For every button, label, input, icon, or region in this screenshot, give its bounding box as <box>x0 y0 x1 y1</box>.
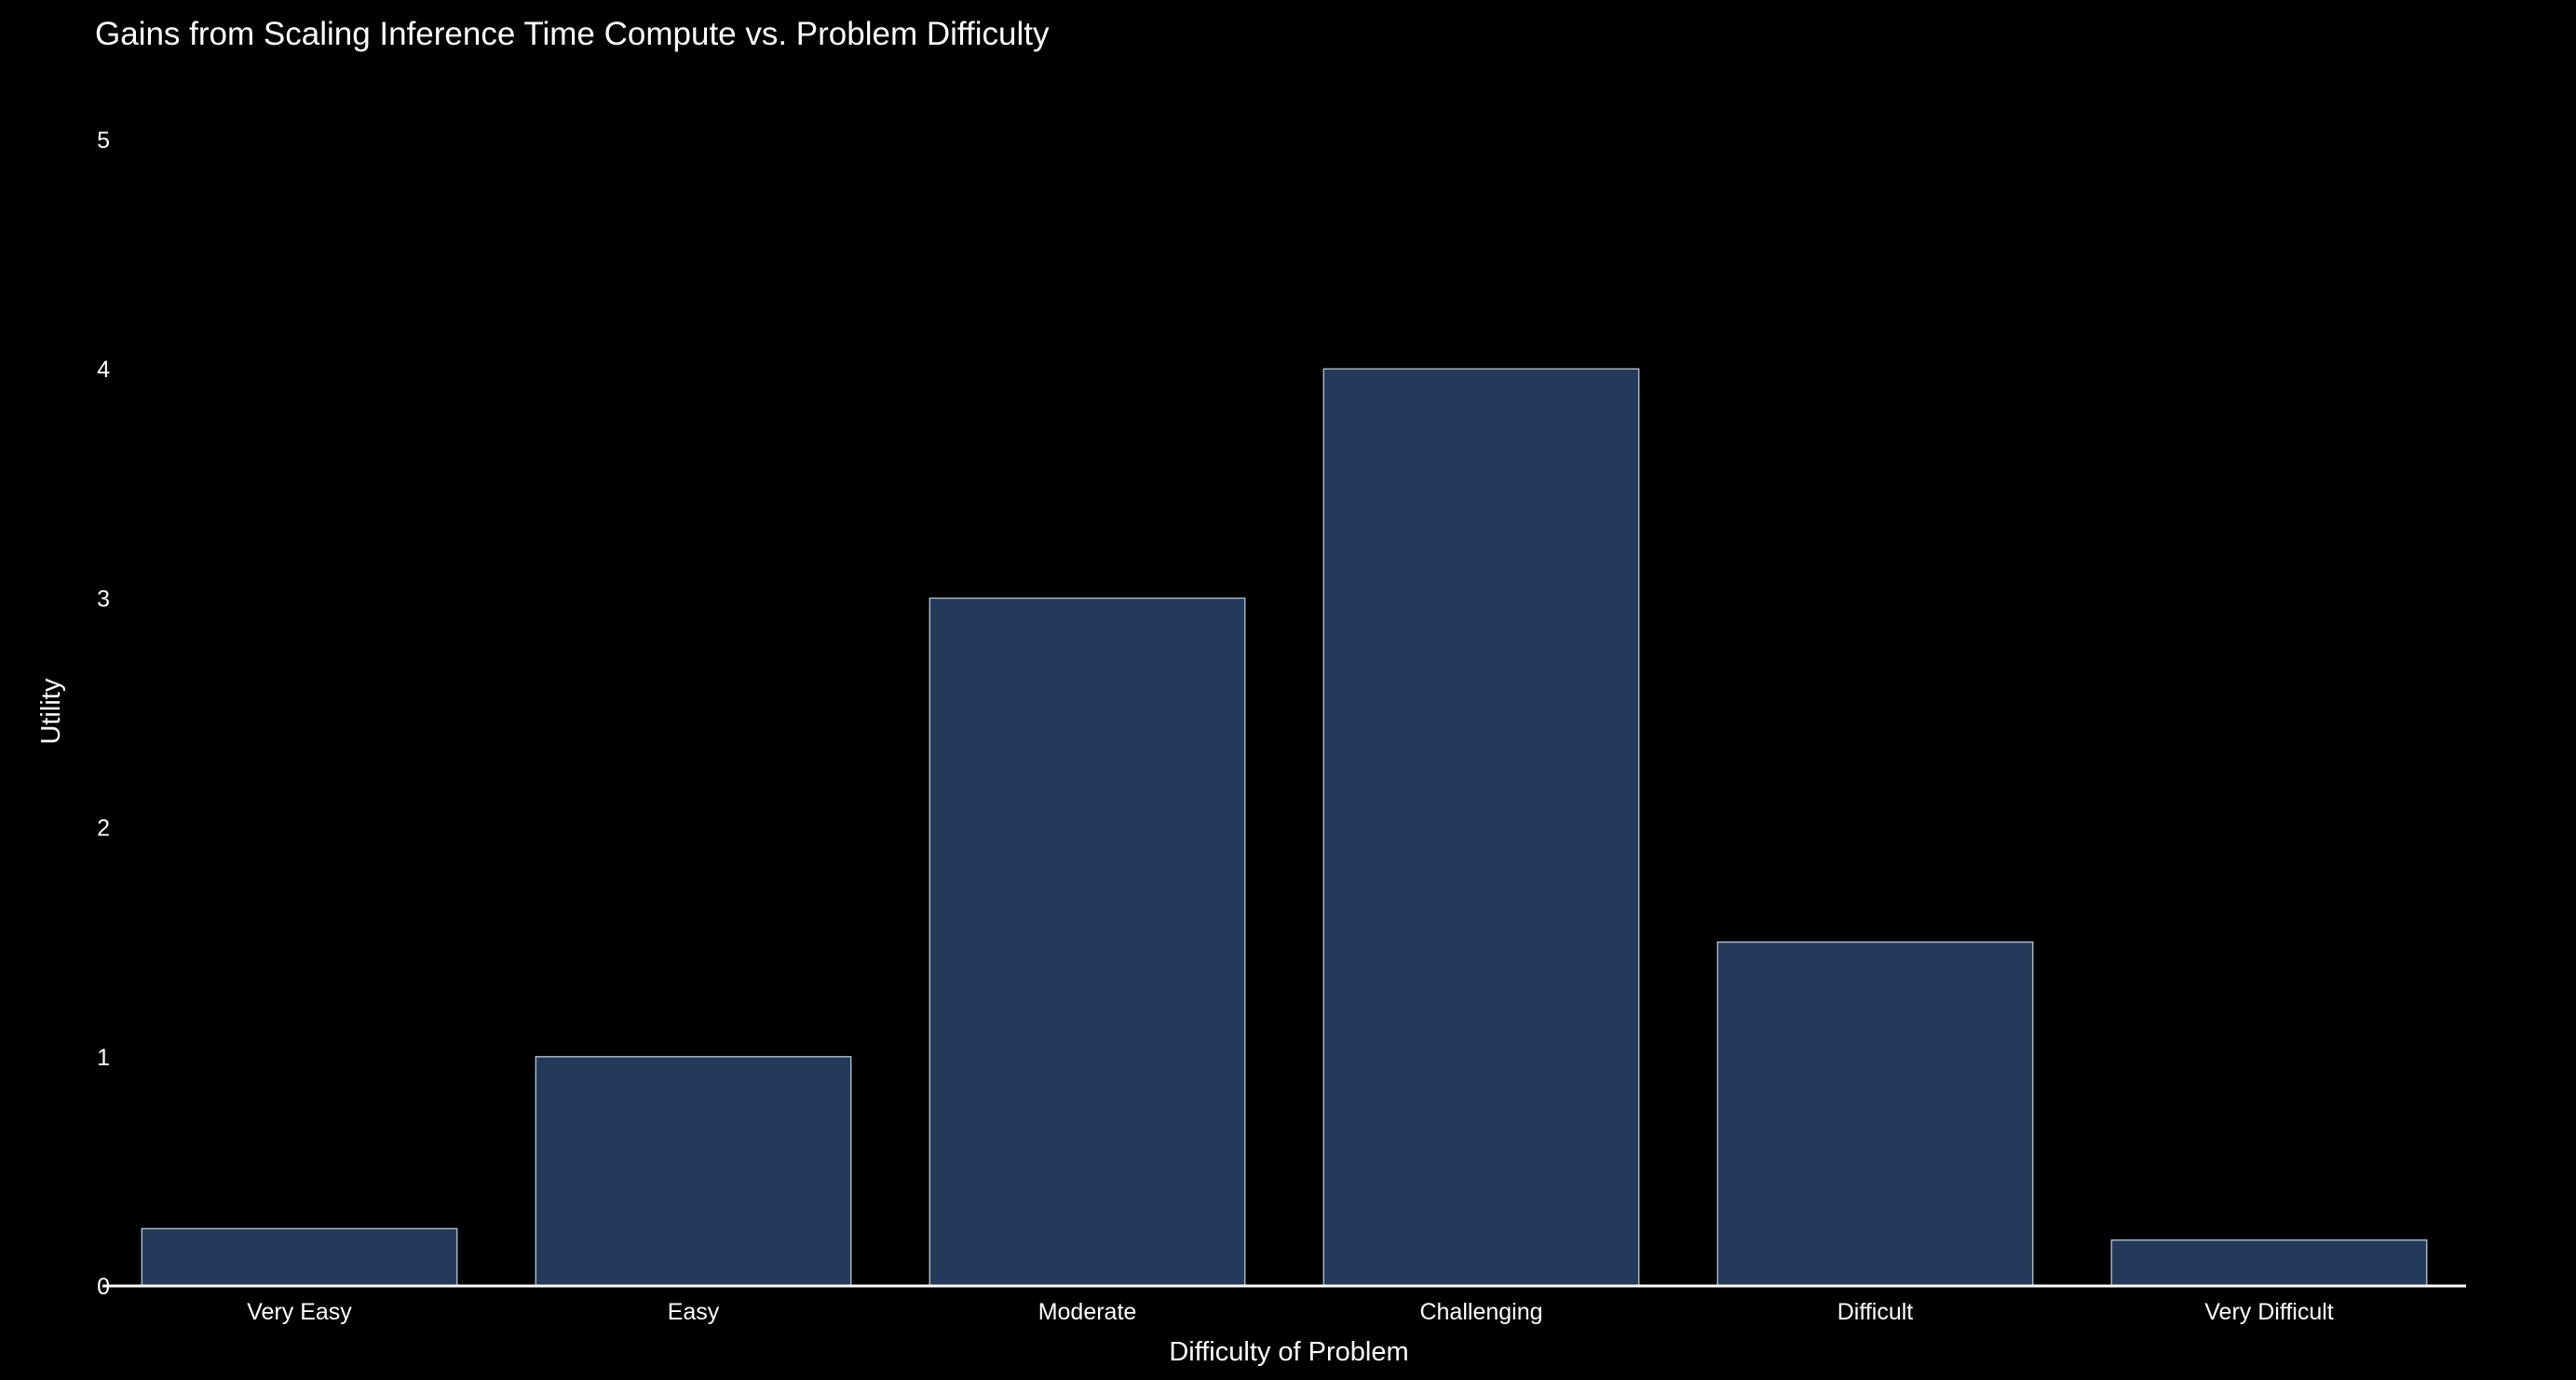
y-tick-label: 2 <box>97 816 110 842</box>
chart-title: Gains from Scaling Inference Time Comput… <box>95 16 1050 52</box>
x-tick-label: Challenging <box>1419 1299 1542 1325</box>
bar-easy <box>535 1056 852 1287</box>
bar-difficult <box>1716 940 2034 1287</box>
x-tick-label: Easy <box>668 1299 720 1325</box>
y-tick-label: 3 <box>97 586 110 612</box>
y-tick-label: 5 <box>97 128 110 154</box>
x-tick-label: Moderate <box>1038 1299 1137 1325</box>
x-tick-label: Very Easy <box>247 1299 352 1325</box>
bar-very-easy <box>141 1227 458 1287</box>
bar-challenging <box>1322 368 1640 1287</box>
bars-group <box>141 368 2428 1287</box>
bar-very-difficult <box>2110 1239 2428 1287</box>
x-tick-label: Difficult <box>1837 1299 1914 1325</box>
y-tick-label: 1 <box>97 1045 110 1071</box>
bar-moderate <box>929 597 1246 1287</box>
x-tick-label: Very Difficult <box>2204 1299 2334 1325</box>
y-tick-label: 0 <box>97 1274 110 1300</box>
x-axis-ticks: Very Easy Easy Moderate Challenging Difficul… <box>247 1299 2334 1325</box>
x-axis-title: Difficulty of Problem <box>1169 1337 1408 1367</box>
y-axis-title: Utility <box>36 678 66 744</box>
y-tick-label: 4 <box>97 357 110 383</box>
y-axis-ticks: 0 1 2 3 4 5 <box>97 128 110 1300</box>
